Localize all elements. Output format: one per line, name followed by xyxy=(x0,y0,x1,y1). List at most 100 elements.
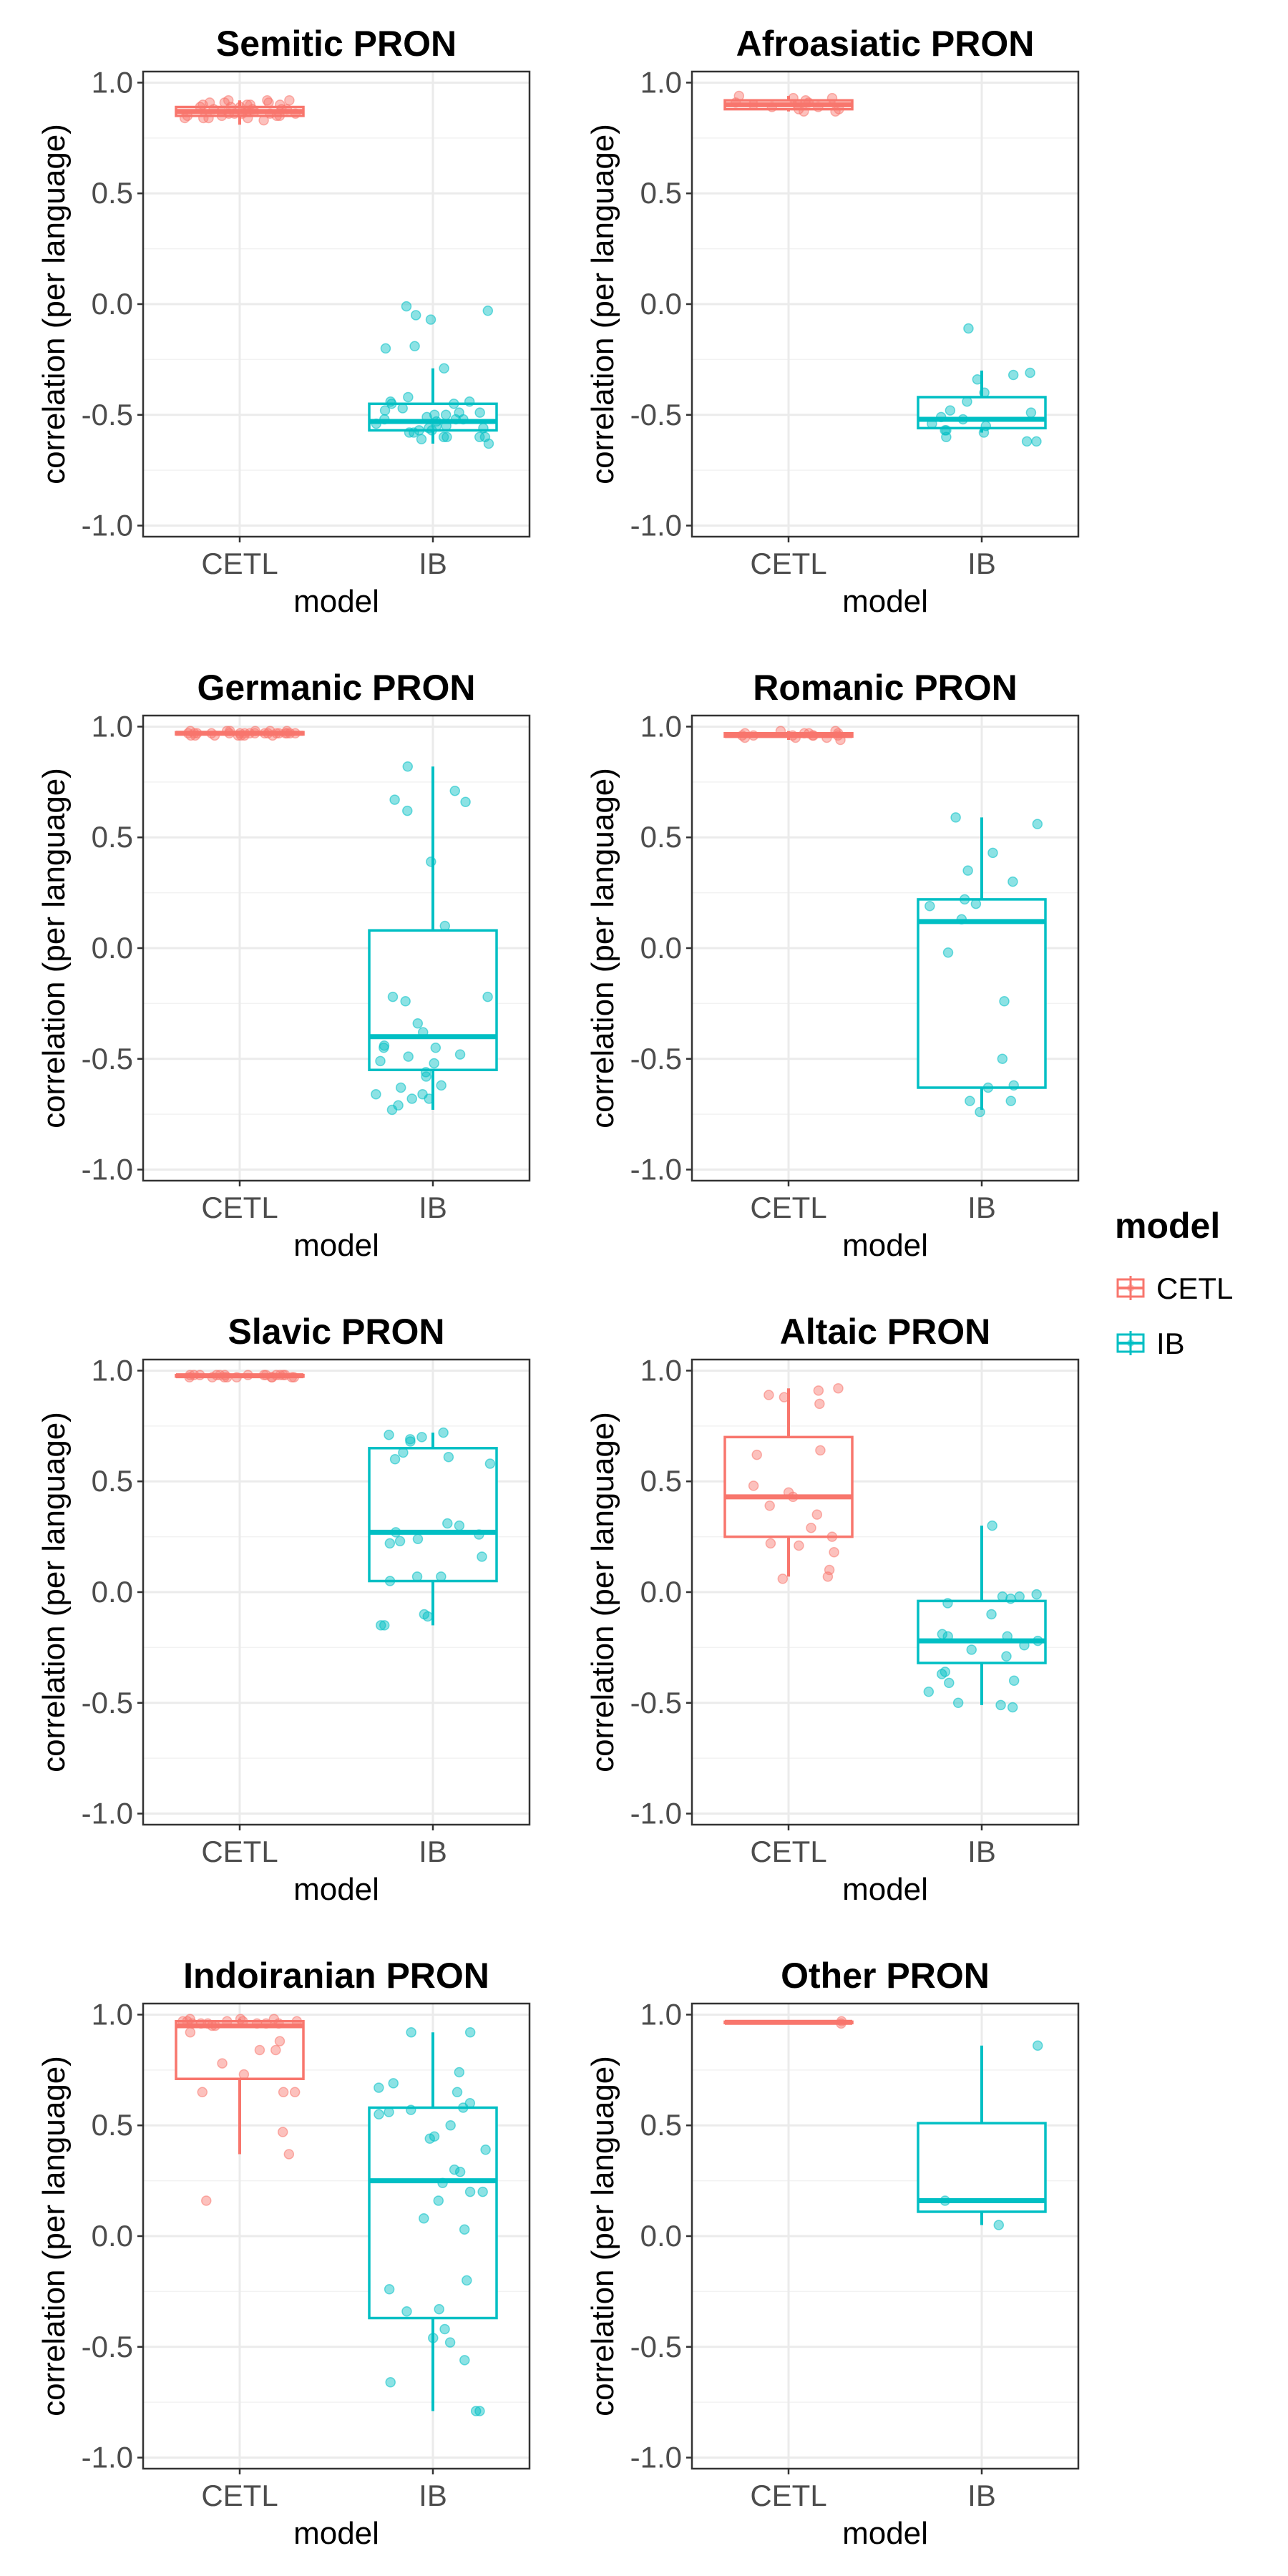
box-cetl xyxy=(723,2016,854,2029)
data-point xyxy=(263,728,273,739)
data-point xyxy=(970,898,982,909)
data-point xyxy=(409,427,419,438)
data-point xyxy=(979,387,990,399)
data-point xyxy=(438,1427,449,1438)
data-point xyxy=(442,1518,453,1529)
data-point xyxy=(454,2067,465,2078)
box-cetl xyxy=(175,2014,305,2206)
data-point xyxy=(384,1538,396,1549)
data-point xyxy=(281,728,293,739)
y-axis-label: correlation (per language) xyxy=(585,768,620,1128)
x-tick-label: IB xyxy=(419,1835,447,1868)
data-point xyxy=(389,794,400,805)
data-point xyxy=(987,1520,997,1531)
x-tick-label: CETL xyxy=(750,547,826,580)
panel-3: Germanic PRON -1.0 -0.5 0.0 0.5 1.0 CETL IB mode… xyxy=(36,668,531,1263)
x-tick-label: IB xyxy=(967,1835,996,1868)
data-point xyxy=(187,2018,197,2029)
data-point xyxy=(417,1027,429,1038)
data-point xyxy=(201,2195,212,2206)
data-point xyxy=(182,110,193,122)
y-tick-label: 0.5 xyxy=(92,820,133,854)
data-point xyxy=(449,2164,460,2175)
data-point xyxy=(412,1533,424,1544)
data-point xyxy=(950,812,961,823)
y-tick-label: -0.5 xyxy=(82,2330,133,2363)
panel-8: Other PRON -1.0 -0.5 0.0 0.5 1.0 CETL IB model co… xyxy=(585,1956,1080,2551)
y-tick-label: 1.0 xyxy=(640,709,682,743)
data-point xyxy=(389,1454,401,1465)
data-point xyxy=(482,991,493,1002)
box-cetl xyxy=(723,726,854,746)
data-point xyxy=(270,2044,281,2056)
data-point xyxy=(449,785,461,796)
data-point xyxy=(965,1096,975,1106)
panel-title: Germanic PRON xyxy=(197,668,475,708)
data-point xyxy=(830,726,841,736)
data-point xyxy=(388,2078,399,2089)
data-point xyxy=(223,108,234,119)
panel-1: Semitic PRON -1.0 -0.5 0.0 0.5 1.0 CETL IB model… xyxy=(36,24,531,619)
x-axis-label: model xyxy=(293,1872,379,1907)
data-point xyxy=(406,2026,416,2038)
data-point xyxy=(484,1458,496,1469)
data-point xyxy=(265,108,275,119)
box-ib xyxy=(917,1520,1047,1713)
box-iqr xyxy=(368,1447,498,1583)
data-point xyxy=(814,1398,825,1410)
data-point xyxy=(411,1571,423,1582)
data-point xyxy=(1002,1631,1013,1642)
box-iqr xyxy=(917,2122,1047,2213)
y-tick-label: 0.0 xyxy=(640,1575,682,1609)
data-point xyxy=(430,1043,441,1053)
legend-label-cetl: CETL xyxy=(1156,1272,1233,1305)
data-point xyxy=(987,847,998,859)
data-point xyxy=(1031,436,1042,447)
data-point xyxy=(197,99,208,110)
data-point xyxy=(428,2333,439,2343)
data-point xyxy=(986,1609,997,1620)
data-point xyxy=(397,403,408,414)
panel-2: Afroasiatic PRON -1.0 -0.5 0.0 0.5 1.0 CETL IB m… xyxy=(585,24,1080,619)
data-point xyxy=(419,1609,430,1620)
data-point xyxy=(952,1697,964,1709)
data-point xyxy=(384,1576,396,1586)
data-point xyxy=(1007,1702,1018,1713)
data-point xyxy=(1032,819,1043,829)
x-tick-label: IB xyxy=(419,547,447,580)
panel-title: Romanic PRON xyxy=(753,668,1018,708)
y-tick-label: -0.5 xyxy=(630,398,682,431)
y-axis-label: correlation (per language) xyxy=(585,2056,620,2416)
data-point xyxy=(777,1574,789,1584)
y-tick-label: 0.5 xyxy=(640,2108,682,2142)
data-point xyxy=(975,1106,985,1118)
data-point xyxy=(437,2177,448,2188)
data-point xyxy=(962,396,972,407)
data-point xyxy=(385,2377,396,2388)
data-point xyxy=(999,996,1010,1007)
x-tick-label: IB xyxy=(419,2479,447,2512)
box-ib xyxy=(368,1427,498,1631)
data-point xyxy=(371,1089,381,1100)
data-point xyxy=(748,99,759,110)
x-tick-label: CETL xyxy=(750,1191,826,1224)
data-point xyxy=(263,97,274,108)
data-point xyxy=(197,2087,208,2098)
y-tick-label: -0.5 xyxy=(82,1042,133,1075)
data-point xyxy=(219,97,230,108)
y-axis-label: correlation (per language) xyxy=(36,124,72,484)
panel-title: Altaic PRON xyxy=(780,1312,991,1352)
box-ib xyxy=(917,812,1047,1118)
box-ib xyxy=(368,2026,498,2416)
data-point xyxy=(403,1051,414,1062)
y-tick-label: 0.5 xyxy=(92,1464,133,1498)
data-point xyxy=(254,2044,265,2056)
y-tick-label: 1.0 xyxy=(92,1997,133,2031)
data-point xyxy=(459,2355,470,2366)
x-axis-label: model xyxy=(293,2516,379,2551)
y-tick-label: 1.0 xyxy=(92,1353,133,1387)
data-point xyxy=(244,728,255,739)
data-point xyxy=(274,2036,286,2046)
data-point xyxy=(1019,1640,1030,1651)
